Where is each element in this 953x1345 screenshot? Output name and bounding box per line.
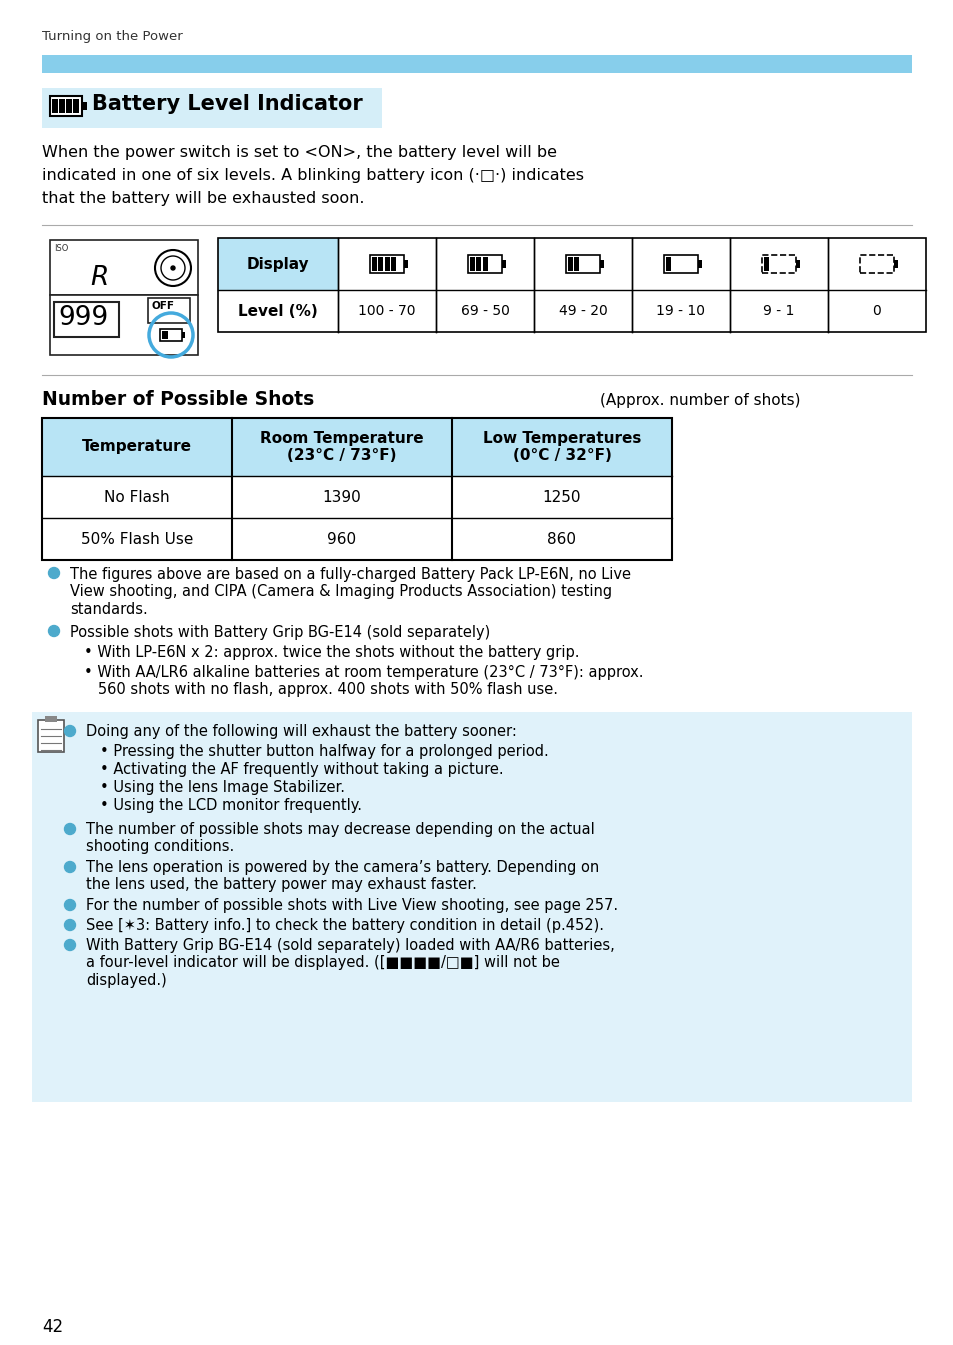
Text: • Activating the AF frequently without taking a picture.: • Activating the AF frequently without t… [100, 763, 503, 777]
Bar [218, 238, 925, 332]
Bar [82, 102, 87, 110]
Text: 19 - 10: 19 - 10 [656, 304, 705, 317]
Text: Low Temperatures
(0°C / 32°F): Low Temperatures (0°C / 32°F) [482, 430, 640, 463]
Text: Temperature: Temperature [82, 440, 192, 455]
Bar [50, 295, 198, 355]
Text: 999: 999 [58, 305, 108, 331]
Text: • With AA/LR6 alkaline batteries at room temperature (23°C / 73°F): approx.
   5: • With AA/LR6 alkaline batteries at room… [84, 664, 643, 698]
Circle shape [65, 725, 75, 737]
Text: (Approx. number of shots): (Approx. number of shots) [599, 393, 800, 408]
Text: 1390: 1390 [322, 490, 361, 504]
Bar [378, 257, 383, 270]
Bar [54, 303, 119, 338]
Circle shape [171, 266, 174, 270]
Bar [859, 256, 893, 273]
Text: that the battery will be exhausted soon.: that the battery will be exhausted soon. [42, 191, 364, 206]
Circle shape [65, 920, 75, 931]
Text: Battery Level Indicator: Battery Level Indicator [91, 94, 362, 114]
Text: 960: 960 [327, 531, 356, 546]
Text: • Using the lens Image Stabilizer.: • Using the lens Image Stabilizer. [100, 780, 345, 795]
Bar [482, 257, 488, 270]
Bar [32, 712, 911, 1102]
Bar [50, 95, 82, 116]
Text: 1250: 1250 [542, 490, 580, 504]
Text: Turning on the Power: Turning on the Power [42, 30, 183, 43]
Text: 50% Flash Use: 50% Flash Use [81, 531, 193, 546]
Circle shape [65, 940, 75, 951]
Text: For the number of possible shots with Live View shooting, see page 257.: For the number of possible shots with Li… [86, 898, 618, 913]
Bar [42, 418, 671, 476]
Bar [385, 257, 390, 270]
Text: Room Temperature
(23°C / 73°F): Room Temperature (23°C / 73°F) [260, 430, 423, 463]
Text: The number of possible shots may decrease depending on the actual
shooting condi: The number of possible shots may decreas… [86, 822, 594, 854]
Bar [50, 239, 198, 295]
Bar [42, 55, 911, 73]
Bar [501, 260, 505, 268]
Circle shape [49, 625, 59, 636]
Bar [468, 256, 501, 273]
Bar [574, 257, 578, 270]
Bar [665, 257, 670, 270]
Bar [45, 716, 57, 722]
Bar [162, 331, 168, 339]
Text: indicated in one of six levels. A blinking battery icon (·□·) indicates: indicated in one of six levels. A blinki… [42, 168, 583, 183]
Text: Number of Possible Shots: Number of Possible Shots [42, 390, 314, 409]
Bar [470, 257, 475, 270]
Bar [599, 260, 603, 268]
Bar [42, 87, 381, 128]
Text: The lens operation is powered by the camera’s battery. Depending on
the lens use: The lens operation is powered by the cam… [86, 859, 598, 892]
Circle shape [65, 862, 75, 873]
Text: 100 - 70: 100 - 70 [358, 304, 416, 317]
Bar [403, 260, 408, 268]
Bar [372, 257, 376, 270]
Circle shape [49, 568, 59, 578]
Text: 0: 0 [872, 304, 881, 317]
Bar [476, 257, 481, 270]
Bar [160, 330, 182, 342]
Text: Doing any of the following will exhaust the battery sooner:: Doing any of the following will exhaust … [86, 724, 517, 738]
Text: ISO: ISO [54, 243, 69, 253]
Text: R: R [90, 265, 109, 291]
Bar [38, 720, 64, 752]
Bar [698, 260, 701, 268]
Bar [565, 256, 599, 273]
Text: 42: 42 [42, 1318, 63, 1336]
Text: • Using the LCD monitor frequently.: • Using the LCD monitor frequently. [100, 798, 361, 812]
Bar [59, 100, 65, 113]
Text: • Pressing the shutter button halfway for a prolonged period.: • Pressing the shutter button halfway fo… [100, 744, 548, 759]
Bar [761, 256, 795, 273]
Bar [66, 100, 71, 113]
Circle shape [65, 900, 75, 911]
Text: • With LP-E6N x 2: approx. twice the shots without the battery grip.: • With LP-E6N x 2: approx. twice the sho… [84, 646, 578, 660]
Text: With Battery Grip BG-E14 (sold separately) loaded with AA/R6 batteries,
a four-l: With Battery Grip BG-E14 (sold separatel… [86, 937, 614, 987]
Bar [567, 257, 573, 270]
Bar [218, 238, 337, 291]
Bar [391, 257, 396, 270]
Text: See [✶3: Battery info.] to check the battery condition in detail (p.452).: See [✶3: Battery info.] to check the bat… [86, 919, 603, 933]
Text: The figures above are based on a fully-charged Battery Pack LP-E6N, no Live
View: The figures above are based on a fully-c… [70, 568, 630, 617]
Text: 69 - 50: 69 - 50 [460, 304, 509, 317]
Bar [42, 418, 671, 560]
Bar [663, 256, 698, 273]
Text: No Flash: No Flash [104, 490, 170, 504]
Bar [763, 257, 768, 270]
Text: When the power switch is set to <ON>, the battery level will be: When the power switch is set to <ON>, th… [42, 145, 557, 160]
Bar [148, 299, 190, 323]
Text: OFF: OFF [152, 301, 174, 311]
Text: Possible shots with Battery Grip BG-E14 (sold separately): Possible shots with Battery Grip BG-E14 … [70, 625, 490, 640]
Bar [370, 256, 403, 273]
Bar [795, 260, 800, 268]
Text: 9 - 1: 9 - 1 [762, 304, 794, 317]
Circle shape [65, 823, 75, 834]
Text: 860: 860 [547, 531, 576, 546]
Bar [182, 332, 185, 338]
Text: Level (%): Level (%) [238, 304, 317, 319]
Bar [52, 100, 58, 113]
Text: 49 - 20: 49 - 20 [558, 304, 607, 317]
Bar [73, 100, 79, 113]
Bar [893, 260, 897, 268]
Text: Display: Display [247, 257, 309, 272]
